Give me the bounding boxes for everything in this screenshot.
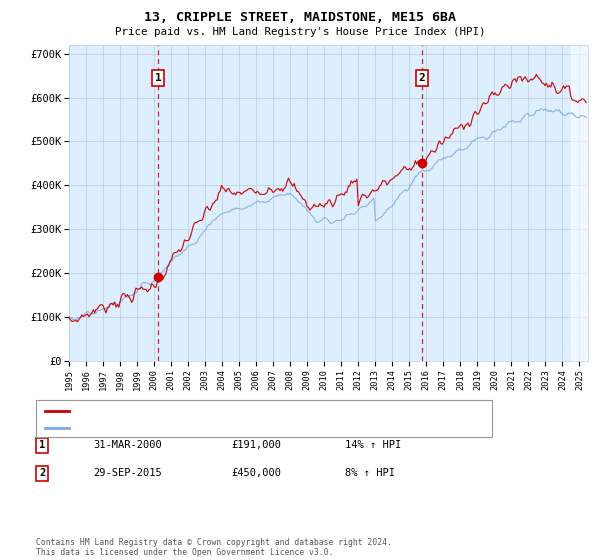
- Text: 29-SEP-2015: 29-SEP-2015: [93, 468, 162, 478]
- Text: Contains HM Land Registry data © Crown copyright and database right 2024.
This d: Contains HM Land Registry data © Crown c…: [36, 538, 392, 557]
- Bar: [571, 45, 588, 361]
- Text: 1: 1: [39, 440, 45, 450]
- Text: 8% ↑ HPI: 8% ↑ HPI: [345, 468, 395, 478]
- Text: Price paid vs. HM Land Registry's House Price Index (HPI): Price paid vs. HM Land Registry's House …: [115, 27, 485, 37]
- Text: 13, CRIPPLE STREET, MAIDSTONE, ME15 6BA: 13, CRIPPLE STREET, MAIDSTONE, ME15 6BA: [144, 11, 456, 24]
- Text: 2: 2: [419, 73, 425, 83]
- Text: 14% ↑ HPI: 14% ↑ HPI: [345, 440, 401, 450]
- Text: 13, CRIPPLE STREET, MAIDSTONE, ME15 6BA (detached house): 13, CRIPPLE STREET, MAIDSTONE, ME15 6BA …: [73, 405, 402, 416]
- Text: £450,000: £450,000: [231, 468, 281, 478]
- Bar: [571, 45, 588, 361]
- Bar: [571, 45, 588, 361]
- Text: £191,000: £191,000: [231, 440, 281, 450]
- Text: 1: 1: [155, 73, 162, 83]
- Text: HPI: Average price, detached house, Maidstone: HPI: Average price, detached house, Maid…: [73, 423, 338, 433]
- Text: 31-MAR-2000: 31-MAR-2000: [93, 440, 162, 450]
- Text: 2: 2: [39, 468, 45, 478]
